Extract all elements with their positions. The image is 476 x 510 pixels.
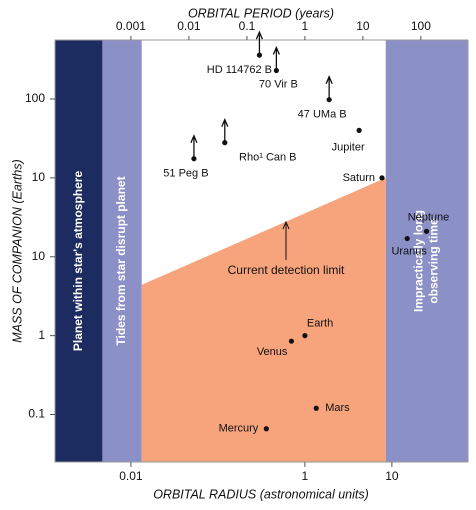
x-tick-label: 10 xyxy=(385,469,399,483)
x-axis-title: ORBITAL RADIUS (astronomical units) xyxy=(153,487,369,501)
region xyxy=(385,40,468,462)
point-label: Jupiter xyxy=(332,141,365,153)
region-label: Tides from star disrupt planet xyxy=(114,176,128,345)
point xyxy=(379,175,385,181)
x-tick-label: 0.01 xyxy=(119,469,143,483)
point-label: 51 Peg B xyxy=(163,168,208,180)
point-label: 70 Vir B xyxy=(259,78,298,90)
x2-tick-label: 1 xyxy=(302,19,309,33)
point-label: Uranus xyxy=(391,245,427,257)
point-label: Mars xyxy=(325,402,350,414)
x2-tick-label: 0.1 xyxy=(239,19,256,33)
region-label: Impractically long xyxy=(412,210,426,312)
point-label: Mercury xyxy=(219,423,259,435)
point-label: Saturn xyxy=(343,172,375,184)
x2-axis-title: ORBITAL PERIOD (years) xyxy=(188,6,334,20)
point xyxy=(263,426,269,432)
y-tick-label: 100 xyxy=(25,91,45,105)
x2-tick-label: 0.01 xyxy=(177,19,201,33)
point xyxy=(356,127,362,134)
y-tick-label: 0.1 xyxy=(28,407,45,421)
annotation-arrow xyxy=(282,220,290,260)
point xyxy=(288,338,295,344)
detection-area xyxy=(141,177,386,462)
region-label: Planet within star's atmosphere xyxy=(71,171,85,352)
region-label: observing time xyxy=(427,218,441,304)
x2-tick-label: 0.001 xyxy=(116,19,146,33)
x2-tick-label: 100 xyxy=(411,19,431,33)
point xyxy=(313,405,319,411)
y-axis-title: MASS OF COMPANION (Earths) xyxy=(10,159,24,343)
y-tick-label: 1 xyxy=(38,328,45,342)
point-label: 47 UMa B xyxy=(298,109,347,121)
region xyxy=(102,40,142,462)
x-tick-label: 1 xyxy=(302,469,309,483)
region xyxy=(55,40,103,462)
point-label: Earth xyxy=(307,318,333,330)
y-tick-label: 10 xyxy=(32,249,46,263)
annotation: Current detection limit xyxy=(228,263,345,277)
limit-arrow xyxy=(221,117,229,143)
point-label: Neptune xyxy=(408,211,450,223)
point-label: Venus xyxy=(257,346,288,358)
x2-tick-label: 10 xyxy=(356,19,370,33)
point xyxy=(423,228,430,234)
point-label: Rho¹ Can B xyxy=(239,152,296,164)
limit-arrow xyxy=(190,134,198,159)
point xyxy=(302,333,308,339)
limit-arrow xyxy=(272,45,280,71)
point xyxy=(404,235,410,242)
plot-frame xyxy=(54,39,469,463)
limit-arrow xyxy=(255,30,264,56)
point-label: HD 114762 B xyxy=(207,64,272,76)
y-tick-label: 10 xyxy=(32,170,46,184)
limit-arrow xyxy=(325,75,333,100)
